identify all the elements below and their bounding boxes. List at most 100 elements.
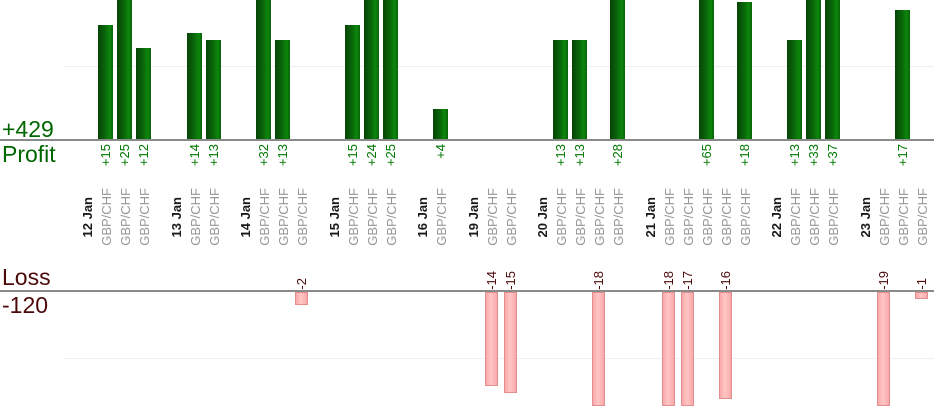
symbol-label-text: GBP/CHF xyxy=(136,188,152,246)
symbol-label-text: GBP/CHF xyxy=(383,188,399,246)
symbol-label-text: GBP/CHF xyxy=(876,188,892,246)
trade-value-label: -14 xyxy=(484,271,499,290)
loss-bar xyxy=(485,292,498,386)
date-label-text: 20 Jan xyxy=(534,196,550,238)
profit-bar xyxy=(364,0,379,139)
loss-bar xyxy=(592,292,605,406)
profit-bar xyxy=(572,40,587,139)
symbol-label: GBP/CHF xyxy=(825,182,841,252)
symbol-label: GBP/CHF xyxy=(699,182,715,252)
trade-value-label: +13 xyxy=(275,144,290,167)
symbol-label-text: GBP/CHF xyxy=(825,188,841,246)
symbol-label-text: GBP/CHF xyxy=(117,188,133,246)
profit-bar xyxy=(787,40,802,139)
trade-value-label: -18 xyxy=(661,271,676,290)
date-label: 12 Jan xyxy=(79,182,95,252)
trade-value-label: +4 xyxy=(433,144,448,159)
trade-value-label: -16 xyxy=(718,271,733,290)
trade-value-label: +12 xyxy=(136,144,151,167)
trade-value-label: +24 xyxy=(364,144,379,167)
symbol-label-text: GBP/CHF xyxy=(787,188,803,246)
symbol-label: GBP/CHF xyxy=(364,182,380,252)
date-label-text: 14 Jan xyxy=(237,196,253,238)
profit-bar xyxy=(553,40,568,139)
symbol-label-text: GBP/CHF xyxy=(206,188,222,246)
symbol-label-text: GBP/CHF xyxy=(895,188,911,246)
profit-bar xyxy=(825,0,840,139)
symbol-label-text: GBP/CHF xyxy=(256,188,272,246)
trade-value-label: +13 xyxy=(206,144,221,167)
symbol-label: GBP/CHF xyxy=(503,182,519,252)
symbol-label-text: GBP/CHF xyxy=(433,188,449,246)
symbol-label-text: GBP/CHF xyxy=(98,188,114,246)
symbol-label: GBP/CHF xyxy=(383,182,399,252)
profit-bar xyxy=(136,48,151,139)
profit-bar xyxy=(187,33,202,139)
date-label: 13 Jan xyxy=(168,182,184,252)
symbol-label: GBP/CHF xyxy=(718,182,734,252)
profit-bar xyxy=(737,2,752,139)
symbol-label: GBP/CHF xyxy=(294,182,310,252)
loss-bar xyxy=(915,292,928,299)
symbol-label-text: GBP/CHF xyxy=(503,188,519,246)
symbol-label: GBP/CHF xyxy=(117,182,133,252)
symbol-label: GBP/CHF xyxy=(98,182,114,252)
symbol-label-text: GBP/CHF xyxy=(680,188,696,246)
loss-bar xyxy=(504,292,517,393)
loss-gridline xyxy=(63,358,934,359)
profit-bar xyxy=(117,0,132,139)
symbol-label: GBP/CHF xyxy=(187,182,203,252)
trade-value-label: +28 xyxy=(610,144,625,167)
loss-bar xyxy=(681,292,694,406)
trade-value-label: +25 xyxy=(117,144,132,167)
profit-bar xyxy=(383,0,398,139)
date-label-text: 21 Jan xyxy=(642,196,658,238)
profit-bar xyxy=(806,0,821,139)
symbol-label: GBP/CHF xyxy=(806,182,822,252)
trade-value-label: -17 xyxy=(680,271,695,290)
loss-baseline xyxy=(0,290,934,292)
loss-bar xyxy=(877,292,890,406)
date-label-text: 19 Jan xyxy=(465,196,481,238)
profit-bar xyxy=(610,0,625,139)
symbol-label-text: GBP/CHF xyxy=(553,188,569,246)
symbol-label: GBP/CHF xyxy=(737,182,753,252)
profit-bar xyxy=(275,40,290,139)
symbol-label: GBP/CHF xyxy=(206,182,222,252)
trade-value-label: +33 xyxy=(806,144,821,167)
date-label: 19 Jan xyxy=(465,182,481,252)
symbol-label: GBP/CHF xyxy=(433,182,449,252)
symbol-label: GBP/CHF xyxy=(895,182,911,252)
date-label: 23 Jan xyxy=(857,182,873,252)
symbol-label: GBP/CHF xyxy=(345,182,361,252)
date-label-text: 23 Jan xyxy=(857,196,873,238)
symbol-label-text: GBP/CHF xyxy=(484,188,500,246)
trade-value-label: +37 xyxy=(825,144,840,167)
symbol-label-text: GBP/CHF xyxy=(610,188,626,246)
symbol-label-text: GBP/CHF xyxy=(591,188,607,246)
symbol-label-text: GBP/CHF xyxy=(806,188,822,246)
profit-bar xyxy=(699,0,714,139)
symbol-label-text: GBP/CHF xyxy=(914,188,930,246)
symbol-label: GBP/CHF xyxy=(876,182,892,252)
symbol-label-text: GBP/CHF xyxy=(661,188,677,246)
profit-baseline xyxy=(0,139,934,141)
profit-bar xyxy=(895,10,910,139)
trade-value-label: +25 xyxy=(383,144,398,167)
symbol-label: GBP/CHF xyxy=(680,182,696,252)
date-label-text: 16 Jan xyxy=(414,196,430,238)
date-label: 20 Jan xyxy=(534,182,550,252)
loss-axis-label: Loss xyxy=(2,264,51,290)
symbol-label-text: GBP/CHF xyxy=(572,188,588,246)
trade-value-label: -1 xyxy=(914,278,929,290)
symbol-label: GBP/CHF xyxy=(275,182,291,252)
date-label-text: 12 Jan xyxy=(79,196,95,238)
loss-bar xyxy=(662,292,675,406)
symbol-label: GBP/CHF xyxy=(572,182,588,252)
symbol-label-text: GBP/CHF xyxy=(187,188,203,246)
trade-value-label: -15 xyxy=(503,271,518,290)
symbol-label: GBP/CHF xyxy=(256,182,272,252)
date-label: 14 Jan xyxy=(237,182,253,252)
